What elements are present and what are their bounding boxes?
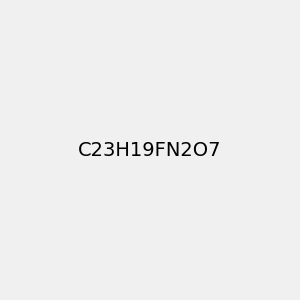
Text: C23H19FN2O7: C23H19FN2O7 (78, 140, 222, 160)
